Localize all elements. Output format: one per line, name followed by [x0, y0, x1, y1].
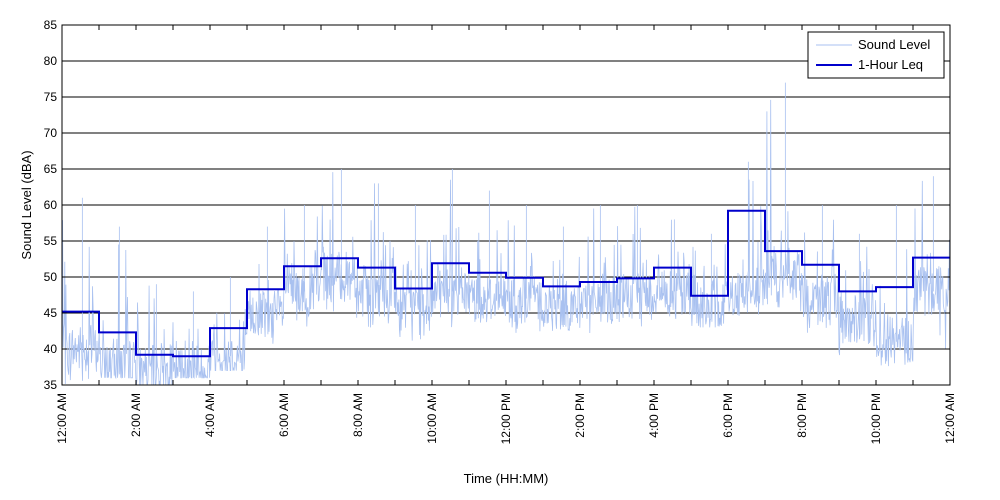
y-axis-ticks: 35 40 45 50 55 60 65 70 75 80 85 [44, 18, 950, 392]
x-axis-title: Time (HH:MM) [464, 471, 549, 486]
y-tick-label: 55 [44, 234, 58, 248]
y-tick-label: 35 [44, 378, 58, 392]
series-sound-level [61, 82, 951, 386]
x-tick-label: 8:00 PM [795, 393, 809, 438]
x-tick-label: 2:00 PM [573, 393, 587, 438]
sound-level-trace [61, 99, 951, 386]
y-tick-label: 40 [44, 342, 58, 356]
y-tick-label: 80 [44, 54, 58, 68]
y-tick-label: 60 [44, 198, 58, 212]
x-tick-label: 10:00 PM [869, 393, 883, 444]
legend-label-1-hour-leq: 1-Hour Leq [858, 57, 923, 72]
series-1-hour-leq [62, 209, 950, 358]
x-axis-ticks: 12:00 AM 2:00 AM 4:00 AM 6:00 AM 8:00 AM 10:0… [55, 25, 957, 444]
legend: Sound Level 1-Hour Leq [807, 31, 945, 79]
legend-label-sound-level: Sound Level [858, 37, 930, 52]
y-tick-label: 75 [44, 90, 58, 104]
x-tick-label: 4:00 PM [647, 393, 661, 438]
y-tick-label: 65 [44, 162, 58, 176]
x-tick-label: 2:00 AM [129, 393, 143, 437]
x-tick-label: 8:00 AM [351, 393, 365, 437]
x-tick-label: 6:00 AM [277, 393, 291, 437]
legend-box [807, 31, 945, 79]
x-tick-label: 12:00 AM [55, 393, 69, 444]
y-tick-label: 85 [44, 18, 58, 32]
x-tick-label: 12:00 AM [943, 393, 957, 444]
leq-step-line [62, 209, 950, 358]
x-tick-label: 4:00 AM [203, 393, 217, 437]
x-tick-label: 12:00 PM [499, 393, 513, 444]
x-tick-label: 6:00 PM [721, 393, 735, 438]
y-tick-label: 50 [44, 270, 58, 284]
y-tick-label: 45 [44, 306, 58, 320]
y-axis-title: Sound Level (dBA) [19, 150, 34, 259]
y-tick-label: 70 [44, 126, 58, 140]
x-tick-label: 10:00 AM [425, 393, 439, 444]
